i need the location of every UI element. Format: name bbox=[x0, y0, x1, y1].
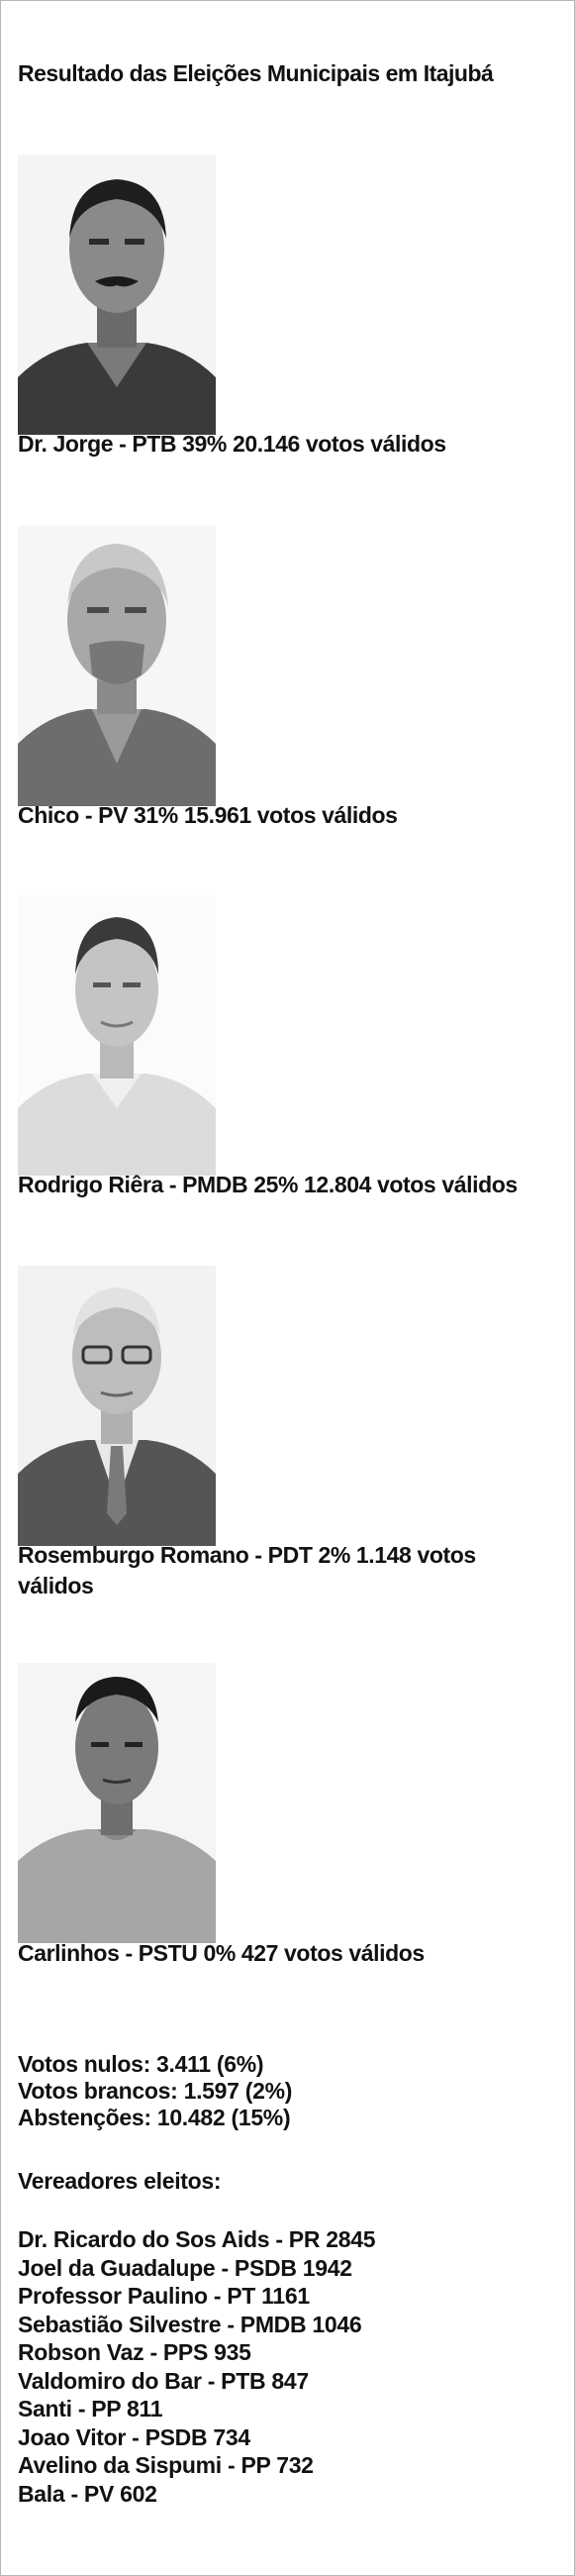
candidate-photo-rosemburgo-romano bbox=[18, 1266, 216, 1546]
vereadores-heading: Vereadores eleitos: bbox=[18, 2168, 222, 2194]
vereador-item: Valdomiro do Bar - PTB 847 bbox=[18, 2367, 309, 2394]
votos-nulos: Votos nulos: 3.411 (6%) bbox=[18, 2051, 264, 2077]
candidate-caption-rodrigo-riera: Rodrigo Riêra - PMDB 25% 12.804 votos vá… bbox=[18, 1172, 518, 1197]
candidate-caption-carlinhos: Carlinhos - PSTU 0% 427 votos válidos bbox=[18, 1940, 425, 1966]
vereador-item: Bala - PV 602 bbox=[18, 2480, 157, 2507]
candidate-photo-carlinhos bbox=[18, 1663, 216, 1943]
candidate-caption-dr-jorge: Dr. Jorge - PTB 39% 20.146 votos válidos bbox=[18, 431, 446, 457]
vereador-item: Santi - PP 811 bbox=[18, 2396, 163, 2421]
page-title: Resultado das Eleições Municipais em Ita… bbox=[18, 60, 494, 86]
vereador-item: Sebastião Silvestre - PMDB 1046 bbox=[18, 2311, 362, 2337]
candidate-photo-dr-jorge bbox=[18, 155, 216, 435]
abstencoes: Abstenções: 10.482 (15%) bbox=[18, 2105, 291, 2130]
candidate-caption-chico: Chico - PV 31% 15.961 votos válidos bbox=[18, 802, 398, 828]
vereador-item: Joao Vitor - PSDB 734 bbox=[18, 2423, 250, 2450]
candidate-caption-rosemburgo-romano: Rosemburgo Romano - PDT 2% 1.148 votos v… bbox=[18, 1542, 476, 1598]
vereador-item: Dr. Ricardo do Sos Aids - PR 2845 bbox=[18, 2226, 376, 2252]
vereador-item: Avelino da Sispumi - PP 732 bbox=[18, 2452, 314, 2478]
vote-statistics: Votos nulos: 3.411 (6%) Votos brancos: 1… bbox=[18, 2051, 292, 2131]
candidate-photo-chico bbox=[18, 526, 216, 806]
vereador-item: Joel da Guadalupe - PSDB 1942 bbox=[18, 2254, 352, 2281]
vereador-item: Professor Paulino - PT 1161 bbox=[18, 2283, 310, 2309]
vereador-item: Robson Vaz - PPS 935 bbox=[18, 2339, 251, 2365]
vereadores-list: Dr. Ricardo do Sos Aids - PR 2845 Joel d… bbox=[18, 2225, 376, 2508]
votos-brancos: Votos brancos: 1.597 (2%) bbox=[18, 2078, 293, 2104]
candidate-photo-rodrigo-riera bbox=[18, 895, 216, 1176]
